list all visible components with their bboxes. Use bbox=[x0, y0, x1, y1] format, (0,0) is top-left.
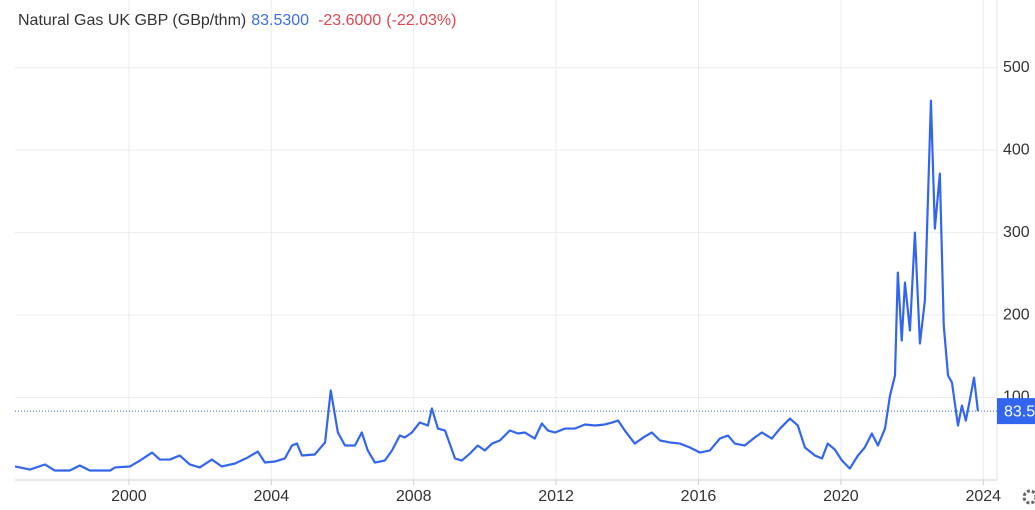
price-line bbox=[14, 99, 980, 472]
last-price-label: 83.5300 bbox=[1004, 403, 1035, 420]
x-tick-label: 2024 bbox=[965, 488, 1001, 505]
x-tick-label: 2004 bbox=[254, 488, 290, 505]
last-price-box bbox=[997, 398, 1035, 425]
chart-title: Natural Gas UK GBP (GBp/thm) bbox=[18, 12, 246, 29]
y-tick-label: 300 bbox=[1003, 224, 1030, 241]
y-tick-label: 500 bbox=[1003, 59, 1030, 76]
y-tick-label: 400 bbox=[1003, 141, 1030, 158]
y-tick-label: 200 bbox=[1003, 306, 1030, 323]
x-tick-label: 2012 bbox=[538, 488, 574, 505]
settings-icon[interactable] bbox=[1022, 489, 1035, 505]
change-percent: (-22.03%) bbox=[386, 12, 456, 29]
x-tick-label: 2016 bbox=[681, 488, 717, 505]
price: 83.5300 bbox=[251, 12, 309, 29]
change: -23.6000 bbox=[318, 12, 381, 29]
chart-header: Natural Gas UK GBP (GBp/thm) 83.5300 -23.6… bbox=[18, 12, 456, 29]
x-tick-label: 2020 bbox=[823, 488, 859, 505]
x-tick-label: 2008 bbox=[396, 488, 432, 505]
gear[interactable] bbox=[1022, 489, 1035, 505]
x-tick-label: 2000 bbox=[111, 488, 147, 505]
